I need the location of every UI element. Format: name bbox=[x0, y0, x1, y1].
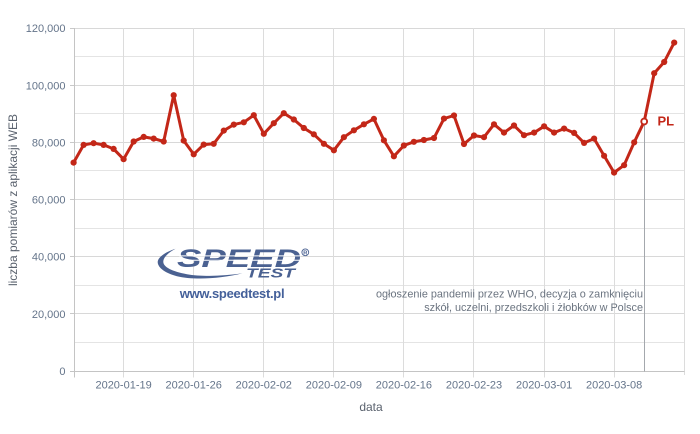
svg-text:liczba pomiarów z aplikacji WE: liczba pomiarów z aplikacji WEB bbox=[6, 114, 20, 286]
svg-text:SPEED: SPEED bbox=[177, 245, 301, 273]
svg-text:2020-02-16: 2020-02-16 bbox=[376, 379, 432, 391]
svg-text:2020-01-26: 2020-01-26 bbox=[166, 379, 222, 391]
svg-text:data: data bbox=[359, 400, 383, 414]
svg-text:2020-02-02: 2020-02-02 bbox=[236, 379, 292, 391]
svg-text:80,000: 80,000 bbox=[32, 138, 66, 150]
svg-text:TEST: TEST bbox=[246, 266, 297, 280]
svg-text:60,000: 60,000 bbox=[32, 195, 66, 207]
svg-text:120,000: 120,000 bbox=[26, 23, 66, 35]
svg-text:2020-03-01: 2020-03-01 bbox=[516, 379, 572, 391]
svg-text:2020-01-19: 2020-01-19 bbox=[95, 379, 151, 391]
svg-text:0: 0 bbox=[59, 366, 65, 378]
svg-text:szkół, uczelni, przedszkoli i: szkół, uczelni, przedszkoli i żłobków w … bbox=[424, 302, 643, 314]
svg-text:ogłoszenie pandemii przez WHO,: ogłoszenie pandemii przez WHO, decyzja o… bbox=[376, 289, 643, 301]
svg-text:PL: PL bbox=[658, 114, 675, 129]
svg-text:40,000: 40,000 bbox=[32, 252, 66, 264]
svg-text:20,000: 20,000 bbox=[32, 309, 66, 321]
svg-text:R: R bbox=[303, 250, 308, 256]
svg-text:2020-02-09: 2020-02-09 bbox=[306, 379, 362, 391]
svg-text:100,000: 100,000 bbox=[26, 80, 66, 92]
svg-text:2020-03-08: 2020-03-08 bbox=[586, 379, 642, 391]
svg-text:2020-02-23: 2020-02-23 bbox=[446, 379, 502, 391]
svg-text:www.speedtest.pl: www.speedtest.pl bbox=[179, 286, 285, 301]
